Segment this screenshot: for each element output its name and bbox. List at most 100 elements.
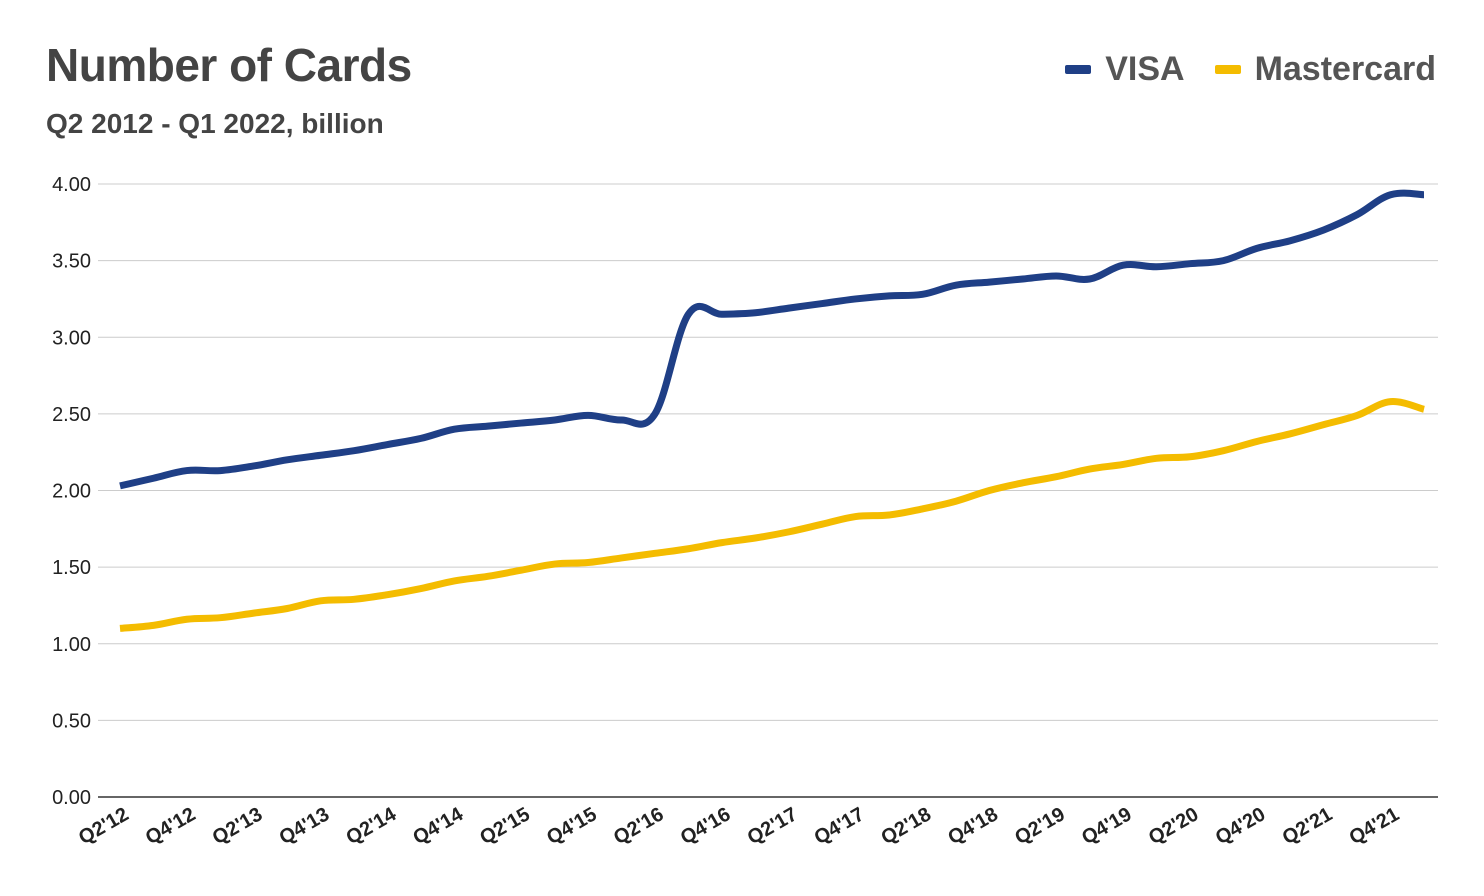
data-point-mastercard[interactable]: Q4'18: 2 (984, 486, 994, 496)
data-point-mastercard[interactable]: Q3'16: 1.62 (683, 544, 693, 554)
data-point-visa[interactable]: Q1'20: 3.46 (1152, 262, 1162, 272)
data-point-mastercard[interactable]: Q1'13: 1.17 (215, 613, 225, 623)
x-tick-label: Q4'13 (276, 803, 333, 849)
x-tick-label: Q4'21 (1346, 803, 1403, 849)
data-point-mastercard[interactable]: Q4'20: 2.32 (1252, 436, 1262, 446)
data-point-mastercard[interactable]: Q1'21: 2.37 (1285, 429, 1295, 439)
series-lines: Q2'12: 1.1 Q3'12: 1.12 Q4'12: 1.16 Q1'13: 1… (115, 189, 1429, 633)
data-point-mastercard[interactable]: Q4'13: 1.28 (316, 596, 326, 606)
data-point-visa[interactable]: Q4'21: 3.93 (1386, 190, 1396, 200)
data-point-mastercard[interactable]: Q4'19: 2.17 (1118, 459, 1128, 469)
data-point-visa[interactable]: Q1'14: 2.26 (349, 446, 359, 456)
data-point-mastercard[interactable]: Q2'14: 1.32 (382, 590, 392, 600)
chart-title: Number of Cards (46, 39, 412, 91)
data-point-visa[interactable]: Q4'18: 3.36 (984, 277, 994, 287)
data-point-visa[interactable]: Q2'17: 3.19 (784, 303, 794, 313)
data-point-visa[interactable]: Q1'13: 2.13 (215, 466, 225, 476)
data-point-mastercard[interactable]: Q1'15: 1.44 (483, 571, 493, 581)
data-point-visa[interactable]: Q1'19: 3.38 (1018, 274, 1028, 284)
x-tick-label: Q4'15 (543, 803, 600, 849)
data-point-mastercard[interactable]: Q4'21: 2.58 (1386, 397, 1396, 407)
data-point-mastercard[interactable]: Q3'12: 1.12 (148, 620, 158, 630)
data-point-visa[interactable]: Q4'16: 3.15 (717, 309, 727, 319)
y-tick-label: 2.50 (52, 404, 91, 426)
data-point-mastercard[interactable]: Q3'20: 2.26 (1218, 446, 1228, 456)
data-point-mastercard[interactable]: Q4'16: 1.66 (717, 538, 727, 548)
data-point-visa[interactable]: Q2'20: 3.48 (1185, 259, 1195, 269)
data-point-visa[interactable]: Q2'21: 3.7 (1319, 225, 1329, 235)
data-point-visa[interactable]: Q3'14: 2.34 (416, 433, 426, 443)
y-tick-label: 3.00 (52, 327, 91, 349)
data-point-visa[interactable]: Q4'13: 2.23 (316, 450, 326, 460)
data-point-mastercard[interactable]: Q2'16: 1.59 (650, 548, 660, 558)
data-point-visa[interactable]: Q2'14: 2.3 (382, 440, 392, 450)
data-point-mastercard[interactable]: Q3'15: 1.52 (550, 559, 560, 569)
data-point-visa[interactable]: Q2'18: 3.28 (917, 289, 927, 299)
data-point-visa[interactable]: Q4'12: 2.13 (182, 466, 192, 476)
data-point-mastercard[interactable]: Q1'17: 1.69 (750, 533, 760, 543)
data-point-mastercard[interactable]: Q3'14: 1.36 (416, 584, 426, 594)
series-line-visa[interactable] (119, 189, 1425, 490)
x-tick-label: Q4'17 (811, 803, 868, 849)
data-point-visa[interactable]: Q3'19: 3.38 (1085, 274, 1095, 284)
data-point-visa[interactable]: Q1'17: 3.16 (750, 308, 760, 318)
y-tick-label: 3.50 (52, 251, 91, 273)
data-point-mastercard[interactable]: Q2'13: 1.2 (249, 608, 259, 618)
data-point-visa[interactable]: Q3'12: 2.08 (148, 473, 158, 483)
data-point-visa[interactable]: Q3'15: 2.46 (550, 415, 560, 425)
data-point-visa[interactable]: Q4'19: 3.47 (1118, 260, 1128, 270)
data-point-mastercard[interactable]: Q3'19: 2.14 (1085, 464, 1095, 474)
data-point-mastercard[interactable]: Q2'17: 1.73 (784, 527, 794, 537)
y-tick-label: 2.00 (52, 481, 91, 503)
data-point-mastercard[interactable]: Q4'15: 1.53 (583, 558, 593, 568)
legend-swatch-mastercard (1214, 65, 1241, 74)
x-tick-label: Q2'13 (209, 803, 266, 849)
data-point-visa[interactable]: Q2'12: 2.03 (115, 481, 125, 491)
data-point-visa[interactable]: Q1'16: 2.46 (617, 415, 627, 425)
data-point-visa[interactable]: Q1'15: 2.42 (483, 421, 493, 431)
data-point-mastercard[interactable]: Q1'22: 2.53 (1419, 404, 1429, 414)
data-point-mastercard[interactable]: Q2'15: 1.48 (516, 565, 526, 575)
data-point-visa[interactable]: Q2'15: 2.44 (516, 418, 526, 428)
data-point-mastercard[interactable]: Q4'14: 1.41 (449, 576, 459, 586)
data-point-mastercard[interactable]: Q1'20: 2.21 (1152, 453, 1162, 463)
data-point-visa[interactable]: Q2'19: 3.4 (1051, 271, 1061, 281)
data-point-mastercard[interactable]: Q1'18: 1.84 (884, 510, 894, 520)
data-point-visa[interactable]: Q4'14: 2.4 (449, 424, 459, 434)
data-point-mastercard[interactable]: Q3'18: 1.93 (951, 496, 961, 506)
data-point-mastercard[interactable]: Q2'12: 1.1 (115, 623, 125, 633)
series-line-mastercard[interactable] (119, 398, 1425, 632)
data-point-mastercard[interactable]: Q2'21: 2.43 (1319, 420, 1329, 430)
data-point-visa[interactable]: Q3'18: 3.34 (951, 280, 961, 290)
data-point-visa[interactable]: Q3'16: 3.15 (683, 309, 693, 319)
data-point-visa[interactable]: Q1'18: 3.27 (884, 291, 894, 301)
x-tick-label: Q4'12 (142, 803, 199, 849)
data-point-mastercard[interactable]: Q2'19: 2.09 (1051, 472, 1061, 482)
data-point-mastercard[interactable]: Q1'16: 1.56 (617, 553, 627, 563)
data-point-visa[interactable]: Q2'16: 2.5 (650, 409, 660, 419)
data-point-visa[interactable]: Q1'21: 3.63 (1285, 236, 1295, 246)
data-point-visa[interactable]: Q4'15: 2.49 (583, 410, 593, 420)
data-point-mastercard[interactable]: Q3'13: 1.23 (282, 604, 292, 614)
x-tick-label: Q4'19 (1078, 803, 1135, 849)
legend-item-visa[interactable]: VISA (1065, 50, 1185, 89)
data-point-visa[interactable]: Q1'22: 3.93 (1419, 190, 1429, 200)
x-tick-label: Q4'18 (944, 803, 1001, 849)
data-point-mastercard[interactable]: Q2'18: 1.88 (917, 504, 927, 514)
data-point-visa[interactable]: Q3'17: 3.22 (817, 299, 827, 309)
data-point-visa[interactable]: Q2'13: 2.16 (249, 461, 259, 471)
data-point-visa[interactable]: Q3'13: 2.2 (282, 455, 292, 465)
data-point-mastercard[interactable]: Q2'20: 2.22 (1185, 452, 1195, 462)
x-tick-label: Q2'15 (476, 803, 533, 849)
data-point-visa[interactable]: Q3'21: 3.8 (1352, 210, 1362, 220)
data-point-mastercard[interactable]: Q4'12: 1.16 (182, 614, 192, 624)
legend-item-mastercard[interactable]: Mastercard (1214, 50, 1436, 89)
data-point-mastercard[interactable]: Q1'19: 2.05 (1018, 478, 1028, 488)
data-point-mastercard[interactable]: Q3'21: 2.49 (1352, 410, 1362, 420)
data-point-visa[interactable]: Q4'17: 3.25 (851, 294, 861, 304)
data-point-visa[interactable]: Q3'20: 3.5 (1218, 256, 1228, 266)
data-point-mastercard[interactable]: Q3'17: 1.78 (817, 519, 827, 529)
data-point-mastercard[interactable]: Q1'14: 1.29 (349, 594, 359, 604)
data-point-visa[interactable]: Q4'20: 3.58 (1252, 243, 1262, 253)
data-point-mastercard[interactable]: Q4'17: 1.83 (851, 512, 861, 522)
